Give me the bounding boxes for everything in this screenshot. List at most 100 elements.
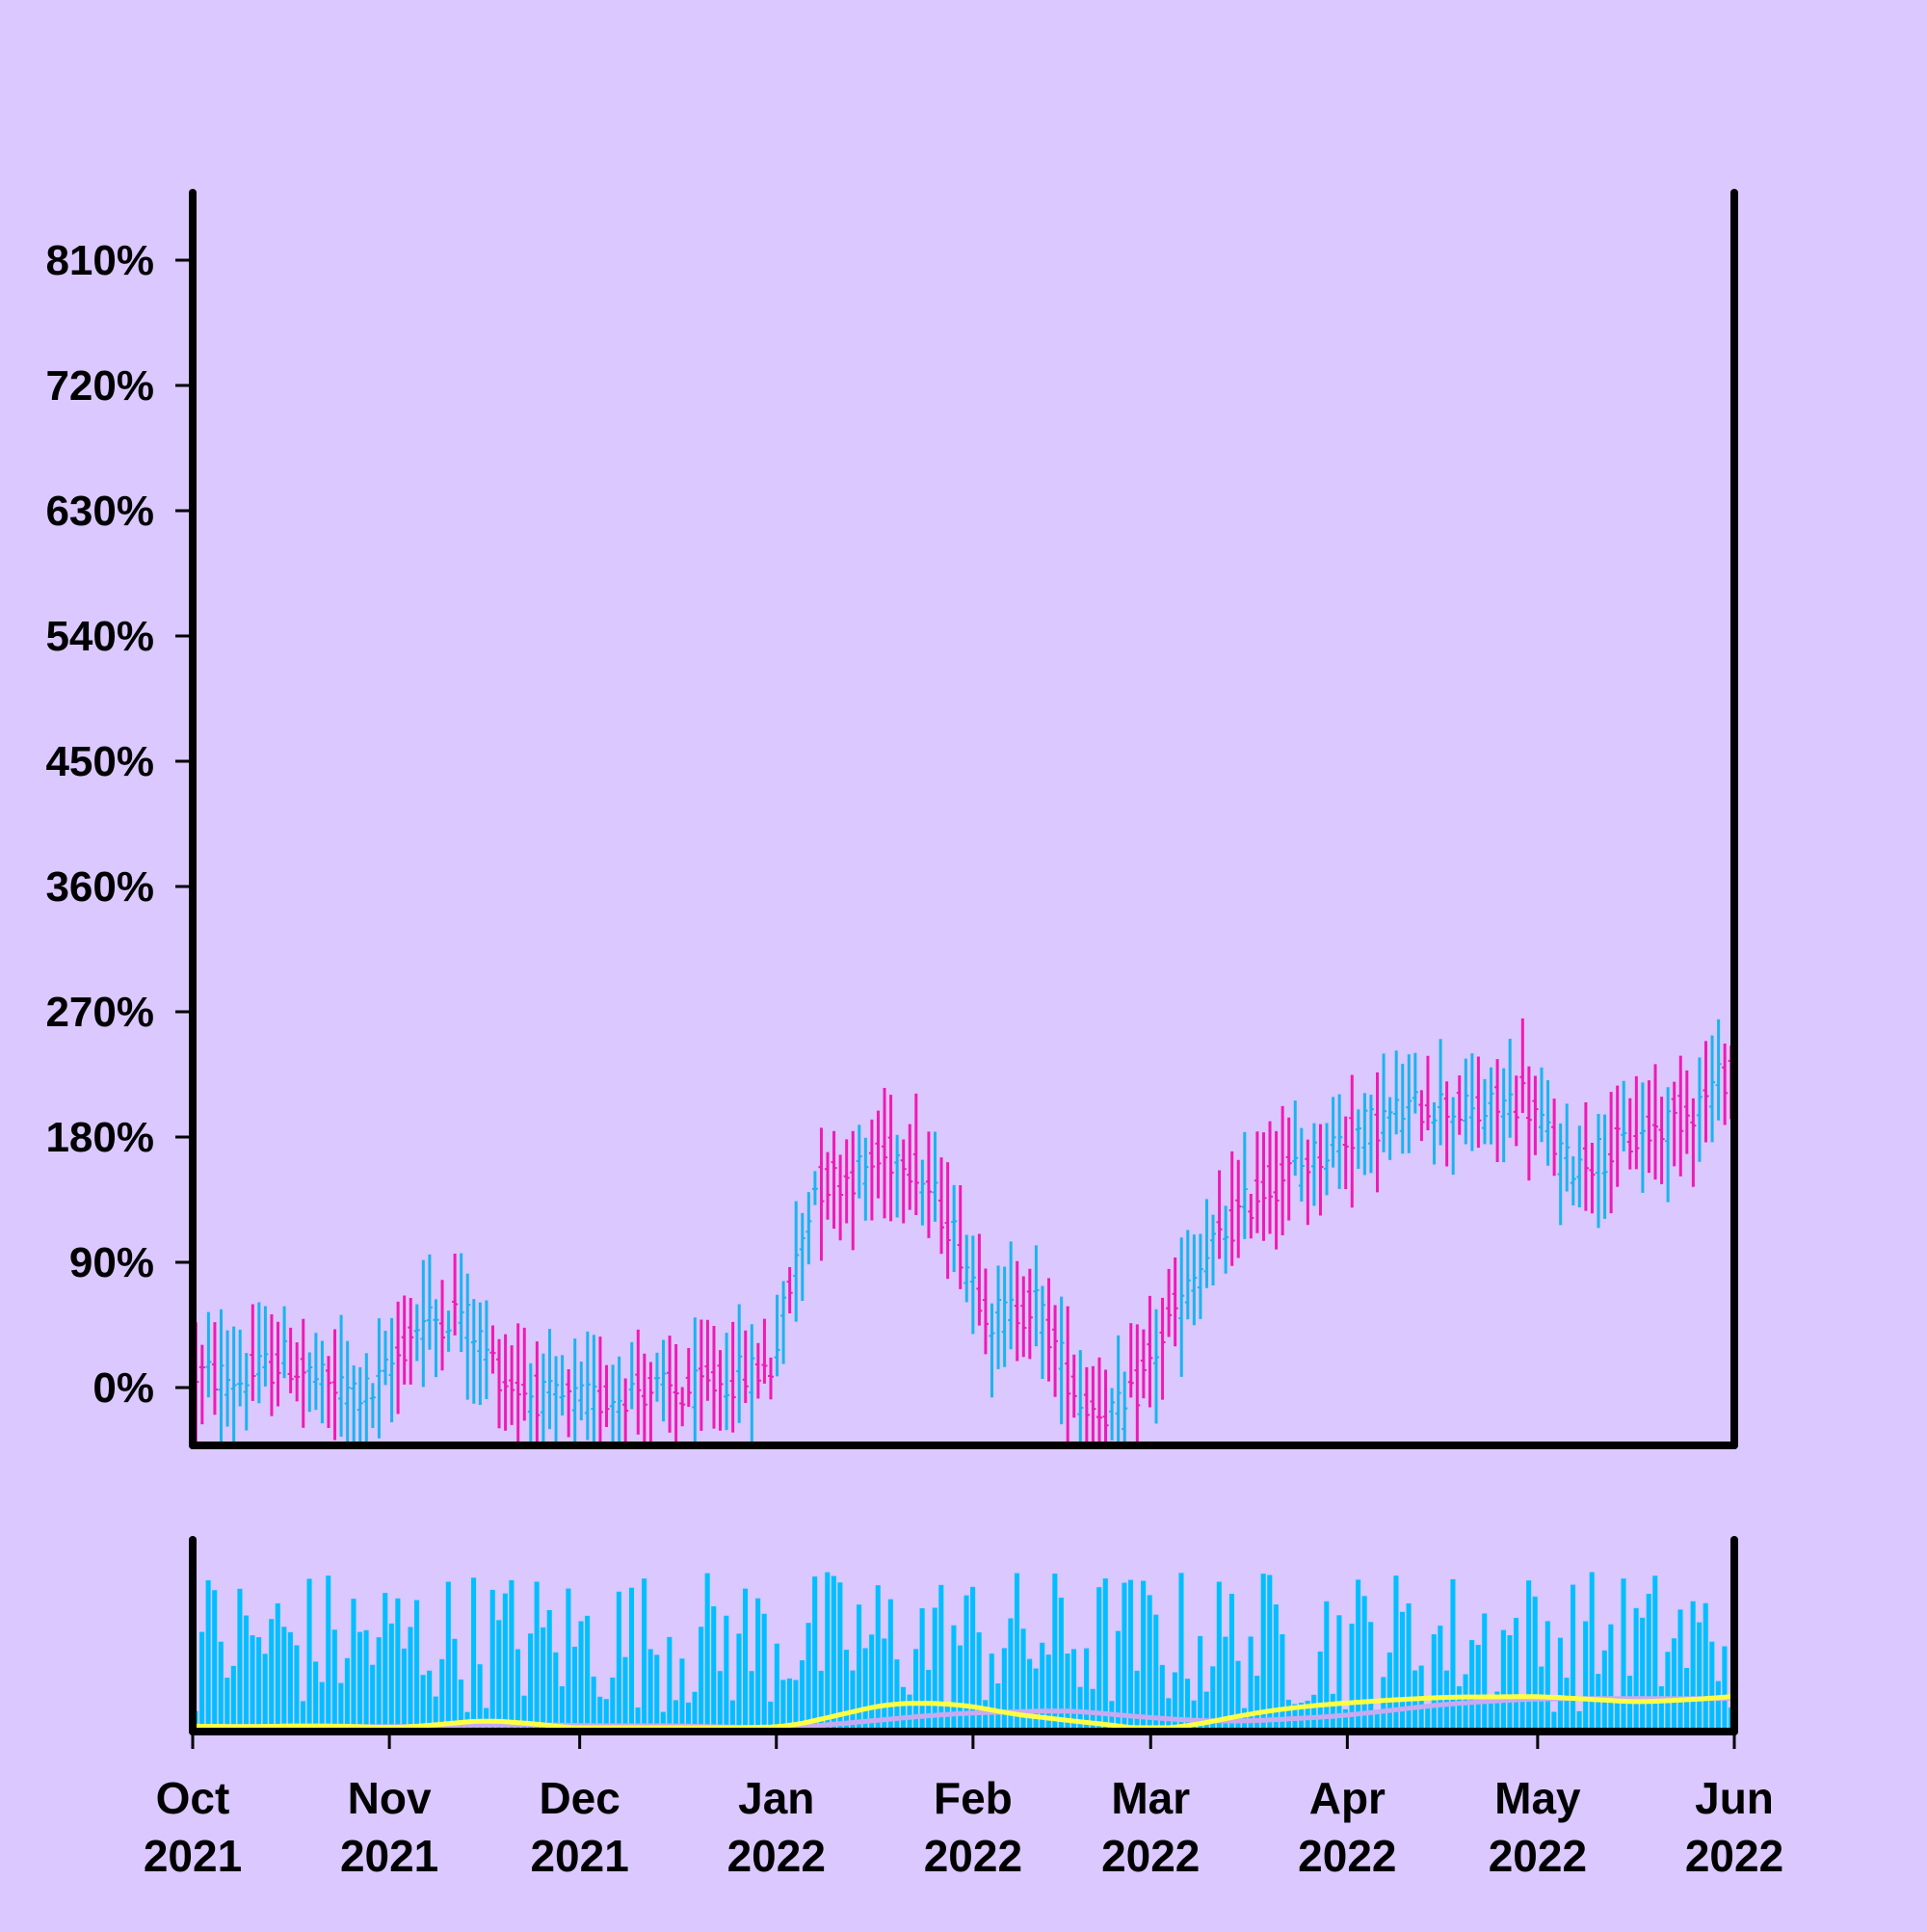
ohlc-bar	[679, 1387, 686, 1427]
volume-bar	[768, 1701, 774, 1732]
volume-bar	[1526, 1580, 1532, 1732]
y-axis: 0% 90% 180% 270% 360% 450% 540% 630% 720% 810%	[45, 237, 193, 1412]
volume-bar	[786, 1678, 792, 1732]
ohlc-bar	[325, 1356, 331, 1429]
volume-bar	[571, 1646, 577, 1732]
ohlc-bar	[1285, 1117, 1292, 1221]
ohlc-bar	[1184, 1230, 1191, 1320]
ohlc-bar	[1658, 1097, 1665, 1184]
volume-bar	[1583, 1621, 1589, 1732]
volume-bar	[199, 1631, 205, 1732]
volume-bar	[857, 1604, 862, 1732]
x-tick-label-month: May	[1494, 1773, 1581, 1823]
volume-bar	[995, 1683, 1001, 1732]
volume-bar	[1210, 1666, 1216, 1732]
volume-bar	[989, 1654, 994, 1732]
ohlc-bar	[919, 1159, 926, 1226]
ohlc-bar	[559, 1355, 566, 1416]
ohlc-bar	[312, 1333, 319, 1411]
volume-bar	[420, 1675, 426, 1732]
ohlc-bar	[1374, 1072, 1381, 1193]
ohlc-bar	[230, 1326, 237, 1445]
ohlc-bar	[1570, 1156, 1576, 1205]
x-tick-label-month: Feb	[934, 1773, 1013, 1823]
ohlc-bar	[1481, 1078, 1488, 1145]
volume-bar	[591, 1676, 596, 1732]
ohlc-bar	[628, 1341, 635, 1410]
ohlc-bar	[1576, 1125, 1583, 1208]
volume-bar	[534, 1581, 540, 1732]
ohlc-bar	[281, 1306, 288, 1379]
x-tick-label-year: 2022	[1298, 1831, 1396, 1881]
ohlc-bar	[1424, 1055, 1431, 1130]
ohlc-bar	[610, 1364, 617, 1444]
ohlc-bar	[774, 1294, 780, 1377]
ohlc-bar	[1203, 1199, 1210, 1288]
volume-bar	[541, 1627, 546, 1732]
ohlc-bar	[1715, 1019, 1722, 1121]
ohlc-bar	[1690, 1098, 1697, 1187]
x-tick-label-month: Apr	[1309, 1773, 1386, 1823]
ohlc-bar	[1381, 1053, 1387, 1152]
volume-bar	[376, 1637, 382, 1732]
volume-bar	[566, 1588, 571, 1732]
ohlc-bar	[578, 1362, 585, 1421]
volume-bar	[313, 1661, 319, 1732]
ohlc-bar	[268, 1314, 275, 1416]
ohlc-bar	[1513, 1075, 1519, 1147]
ohlc-bar	[1406, 1054, 1412, 1153]
ohlc-bar	[641, 1353, 647, 1445]
ohlc-bar	[1349, 1074, 1356, 1208]
ohlc-bar	[300, 1318, 306, 1428]
ohlc-bar	[502, 1334, 509, 1431]
ohlc-bar	[1494, 1059, 1501, 1163]
volume-bar	[1191, 1700, 1197, 1732]
ohlc-bar	[1438, 1039, 1444, 1146]
volume-bar	[1652, 1575, 1658, 1732]
ohlc-bar	[1102, 1369, 1109, 1445]
ohlc-bar	[521, 1327, 528, 1421]
volume-bar	[578, 1621, 584, 1732]
x-axis: Oct 2021 Nov 2021 Dec 2021 Jan 2022 Feb 2022 Mar 20…	[144, 1732, 1783, 1881]
ohlc-bar	[1696, 1057, 1703, 1162]
volume-bar	[1254, 1676, 1260, 1732]
volume-bar	[1147, 1595, 1152, 1732]
ohlc-bar	[351, 1364, 357, 1445]
ohlc-bar	[1052, 1305, 1059, 1397]
volume-bar	[585, 1615, 591, 1732]
ohlc-bar	[1722, 1044, 1729, 1125]
volume-bar	[704, 1573, 710, 1732]
ohlc-bar	[1677, 1055, 1684, 1177]
volume-bar	[1166, 1698, 1172, 1732]
volume-bar	[1052, 1574, 1058, 1732]
volume-bar	[1475, 1645, 1481, 1732]
ohlc-bar	[591, 1335, 597, 1445]
volume-bar	[1697, 1622, 1703, 1732]
volume-bar	[1084, 1648, 1090, 1732]
volume-bar	[1185, 1679, 1191, 1732]
ohlc-bar	[571, 1338, 578, 1445]
ohlc-bar	[729, 1321, 736, 1433]
ohlc-bar	[925, 1131, 932, 1238]
ohlc-bar	[1361, 1093, 1368, 1176]
ohlc-bar	[837, 1154, 844, 1241]
volume-bar	[1646, 1594, 1651, 1732]
volume-bar	[452, 1638, 458, 1732]
volume-bar	[1134, 1670, 1140, 1732]
ohlc-bar	[1254, 1131, 1260, 1233]
x-tick-label-year: 2022	[727, 1831, 826, 1881]
ohlc-bar	[1621, 1080, 1627, 1151]
ohlc-bar	[211, 1322, 218, 1416]
volume-bar	[1285, 1699, 1291, 1732]
ohlc-bar	[754, 1342, 761, 1399]
volume-bar	[1280, 1634, 1285, 1732]
volume-bar	[509, 1579, 515, 1732]
volume-bar	[326, 1575, 331, 1732]
volume-bar	[805, 1623, 811, 1732]
volume-bar	[1456, 1685, 1463, 1732]
volume-bar	[616, 1591, 621, 1732]
ohlc-bar	[1210, 1214, 1217, 1286]
volume-bar	[256, 1637, 262, 1732]
y-tick-label: 720%	[45, 362, 154, 410]
volume-bar	[800, 1660, 805, 1732]
